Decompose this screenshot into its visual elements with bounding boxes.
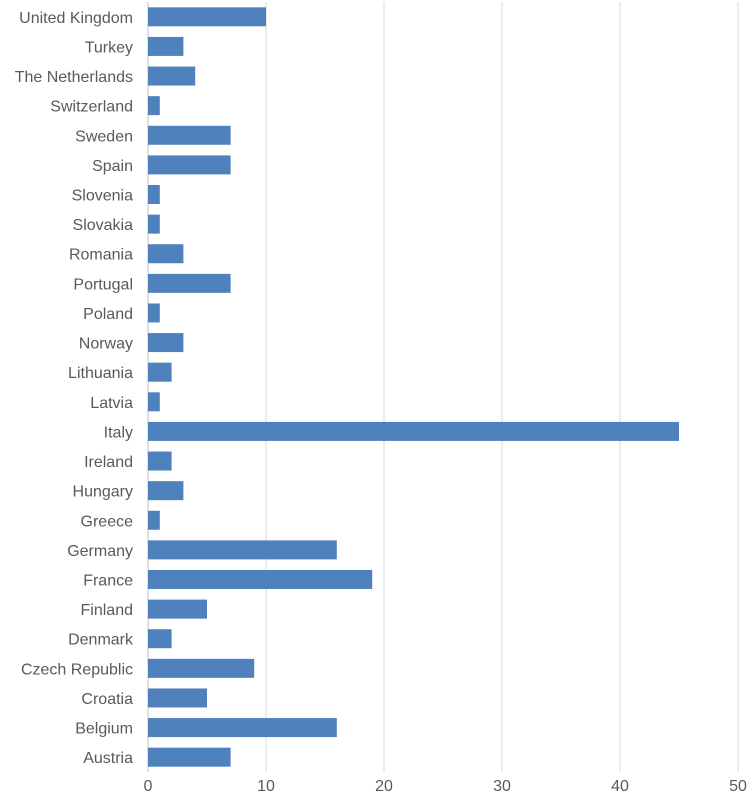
category-label: Lithuania <box>68 365 133 382</box>
category-label: Slovenia <box>72 188 133 205</box>
bar <box>148 362 172 382</box>
category-label: Slovakia <box>73 217 134 234</box>
bar <box>148 451 172 471</box>
category-label: Norway <box>79 336 133 353</box>
bar <box>148 392 160 412</box>
bar <box>148 273 231 293</box>
bar <box>148 747 231 767</box>
category-label: Italy <box>104 424 133 441</box>
category-label: Portugal <box>73 276 133 293</box>
category-label: Switzerland <box>50 99 133 116</box>
category-label: France <box>83 573 133 590</box>
x-tick-label: 50 <box>729 778 747 795</box>
bar <box>148 36 184 56</box>
bar <box>148 688 207 708</box>
x-tick-labels: 0 10 20 30 40 50 <box>144 778 747 795</box>
bar <box>148 540 337 560</box>
bar <box>148 96 160 116</box>
x-tick-label: 20 <box>375 778 393 795</box>
bar <box>148 421 679 441</box>
category-label: The Netherlands <box>15 69 133 86</box>
x-tick-label: 40 <box>611 778 629 795</box>
bar <box>148 570 373 589</box>
category-label: Latvia <box>90 395 133 412</box>
category-label: Germany <box>67 543 133 560</box>
category-label: Spain <box>92 158 133 175</box>
bar <box>148 333 184 353</box>
category-label: Austria <box>83 750 133 767</box>
grid-layer <box>147 2 739 772</box>
category-label: Denmark <box>68 632 134 649</box>
category-label: Croatia <box>81 691 133 708</box>
category-label: Romania <box>69 247 133 264</box>
bar <box>148 658 255 678</box>
bar <box>148 481 184 501</box>
x-tick-label: 10 <box>257 778 275 795</box>
category-label: Sweden <box>75 128 133 145</box>
bar <box>148 214 160 234</box>
bar <box>148 155 231 175</box>
bar <box>148 599 207 619</box>
bar <box>148 303 160 323</box>
category-label: United Kingdom <box>19 10 133 27</box>
category-labels: United Kingdom Turkey The Netherlands Switz… <box>15 10 134 767</box>
category-label: Poland <box>83 306 133 323</box>
bar-layer <box>148 7 679 767</box>
category-label: Greece <box>81 513 134 530</box>
bar <box>148 7 266 27</box>
bar <box>148 185 160 204</box>
bar <box>148 125 231 145</box>
category-label: Hungary <box>73 484 133 501</box>
category-label: Finland <box>81 602 133 619</box>
bar <box>148 718 337 738</box>
category-label: Czech Republic <box>21 661 133 678</box>
x-tick-label: 30 <box>493 778 511 795</box>
bar <box>148 244 184 264</box>
bar <box>148 629 172 649</box>
x-tick-label: 0 <box>144 778 153 795</box>
bar <box>148 66 196 86</box>
bar <box>148 510 160 530</box>
category-label: Turkey <box>85 39 133 56</box>
category-label: Ireland <box>84 454 133 471</box>
category-label: Belgium <box>75 721 133 738</box>
